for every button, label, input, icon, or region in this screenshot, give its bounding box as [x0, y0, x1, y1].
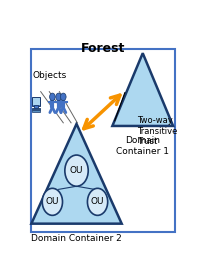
Bar — [33, 98, 40, 105]
Text: Domain
Container 1: Domain Container 1 — [116, 136, 168, 156]
Circle shape — [60, 93, 66, 101]
Text: Objects: Objects — [32, 71, 66, 80]
Polygon shape — [31, 124, 121, 224]
Bar — [32, 107, 40, 109]
Circle shape — [42, 188, 62, 215]
Circle shape — [65, 155, 88, 186]
Circle shape — [56, 93, 61, 101]
Polygon shape — [112, 53, 172, 126]
Bar — [32, 110, 40, 112]
Bar — [32, 97, 40, 106]
Text: OU: OU — [90, 197, 104, 206]
Text: OU: OU — [45, 197, 59, 206]
Bar — [34, 105, 38, 108]
Bar — [32, 109, 40, 110]
Text: Two-way
Transitive
Trust: Two-way Transitive Trust — [137, 116, 177, 146]
Text: Domain Container 2: Domain Container 2 — [31, 234, 121, 243]
Text: OU: OU — [69, 166, 83, 175]
Circle shape — [87, 188, 107, 215]
Text: Forest: Forest — [80, 42, 125, 55]
Circle shape — [49, 93, 55, 101]
Bar — [31, 49, 174, 232]
